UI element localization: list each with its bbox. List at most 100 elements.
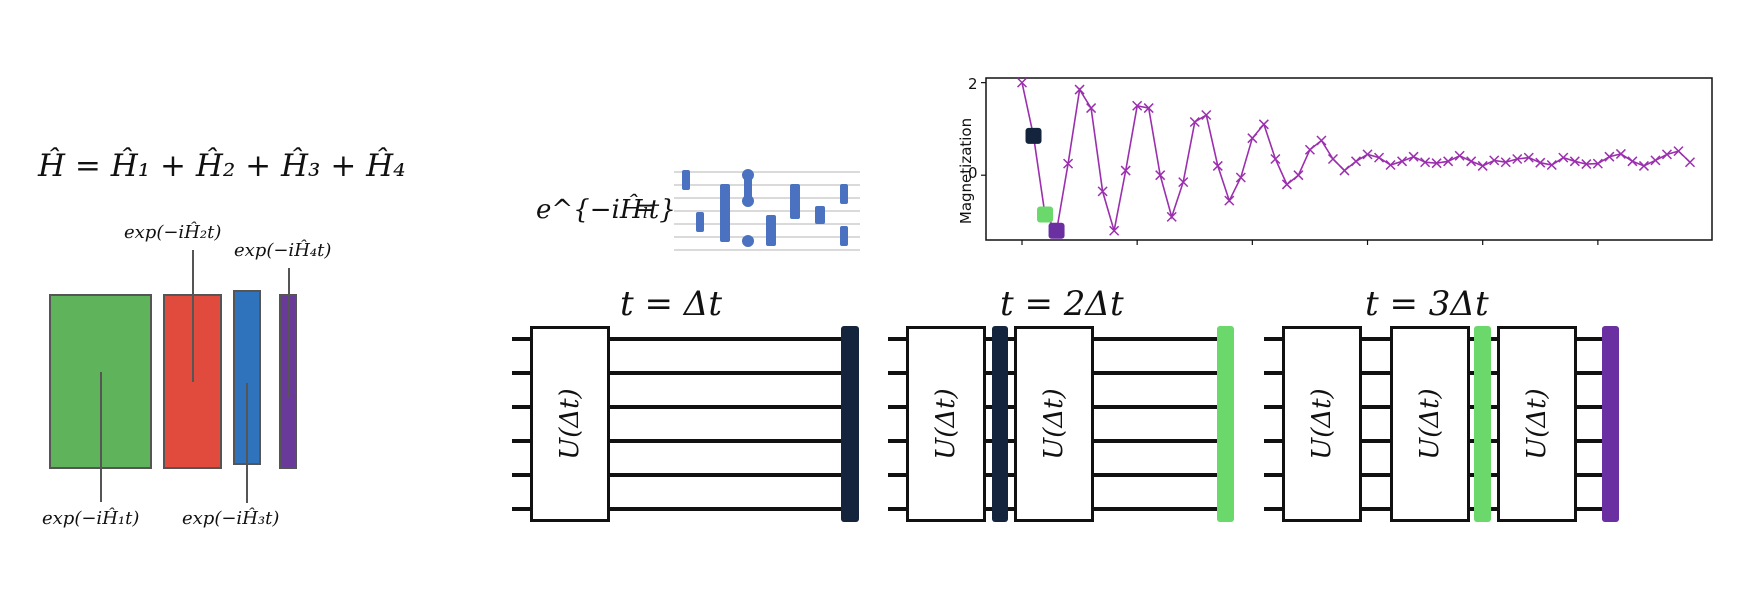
data-point	[1374, 152, 1385, 163]
unitary-gate-label: U(Δt)	[1415, 388, 1445, 460]
data-point	[1350, 156, 1362, 167]
data-point	[1224, 195, 1235, 206]
time-marker	[1048, 222, 1065, 239]
data-point	[1661, 149, 1672, 160]
wire	[512, 507, 848, 511]
gate-2	[696, 212, 704, 232]
data-point	[1581, 159, 1592, 170]
data-point	[1293, 170, 1304, 181]
data-point	[1512, 153, 1523, 165]
wire	[512, 439, 848, 443]
h1-leader-line	[100, 372, 102, 502]
data-point	[1339, 165, 1350, 176]
unitary-gate: U(Δt)	[1390, 326, 1470, 522]
data-point	[1327, 153, 1338, 165]
gate-1	[682, 170, 690, 190]
unitary-gate-label: U(Δt)	[555, 388, 585, 460]
magnetization-series-line	[1021, 82, 1691, 233]
measurement-bar-previous	[992, 326, 1008, 522]
data-point	[1535, 157, 1546, 168]
gate-8	[766, 215, 776, 246]
unitary-gate: U(Δt)	[906, 326, 986, 522]
gate-9	[790, 184, 800, 219]
gate-10	[815, 206, 825, 224]
wire	[512, 337, 848, 341]
gate-6	[742, 235, 754, 247]
data-point	[1500, 157, 1511, 168]
measurement-bar-1	[841, 326, 859, 522]
data-point	[1650, 155, 1661, 166]
equals-sign: =	[636, 196, 655, 221]
gate-11	[840, 184, 848, 204]
h4-exp-label: exp(−iĤ₄t)	[234, 240, 332, 261]
data-point	[1420, 157, 1431, 168]
measurement-bar-previous	[1474, 326, 1491, 522]
data-point	[1189, 116, 1200, 128]
time-label-2: t = 2Δt	[1000, 284, 1124, 324]
h2-exp-label: exp(−iĤ₂t)	[124, 222, 222, 243]
data-point	[1615, 148, 1626, 159]
measurement-bar-3	[1602, 326, 1619, 522]
time-marker	[1037, 206, 1054, 223]
data-point	[1132, 100, 1143, 111]
ytick-0: 0	[968, 164, 978, 182]
data-point	[1281, 179, 1292, 190]
data-point	[1569, 156, 1580, 167]
data-point	[1477, 160, 1488, 171]
data-point	[1604, 151, 1615, 162]
unitary-gate-label: U(Δt)	[1522, 388, 1552, 460]
data-point	[1063, 158, 1074, 169]
unitary-gate-label: U(Δt)	[1307, 388, 1337, 460]
data-point	[1212, 160, 1223, 171]
h3-exp-label: exp(−iĤ₃t)	[182, 508, 280, 529]
data-point	[1304, 144, 1315, 155]
data-point	[1097, 186, 1108, 197]
data-point	[1454, 150, 1465, 161]
h1-exp-label: exp(−iĤ₁t)	[42, 508, 140, 529]
h2-leader-line	[192, 250, 194, 382]
time-marker	[1025, 127, 1042, 144]
gate-12	[840, 226, 848, 246]
unitary-gate: U(Δt)	[1282, 326, 1362, 522]
exponential-lhs: e^{−iĤₗt}	[536, 195, 676, 225]
data-point	[1016, 77, 1028, 88]
data-point	[1546, 159, 1557, 171]
data-point	[1466, 156, 1477, 167]
data-point	[1074, 84, 1085, 95]
gate-decomposition-diagram	[674, 169, 860, 251]
data-point	[1235, 172, 1246, 183]
data-point	[1489, 155, 1500, 166]
gate-7	[744, 176, 752, 200]
data-point	[1178, 177, 1189, 188]
data-point	[1627, 156, 1638, 167]
data-point	[1523, 152, 1534, 163]
unitary-gate: U(Δt)	[1014, 326, 1094, 522]
unitary-gate: U(Δt)	[1497, 326, 1577, 522]
wire	[512, 405, 848, 409]
data-point	[1201, 109, 1212, 121]
h3-leader-line	[246, 383, 248, 503]
data-point	[1397, 156, 1408, 167]
unitary-gate: U(Δt)	[530, 326, 610, 522]
wire	[512, 371, 848, 375]
data-point	[1120, 165, 1131, 176]
data-point	[1558, 152, 1569, 163]
wire	[512, 473, 848, 477]
gate-3	[720, 184, 730, 242]
unitary-gate-label: U(Δt)	[1039, 388, 1069, 460]
data-point	[1408, 151, 1419, 162]
data-point	[1431, 158, 1442, 169]
data-point	[1270, 153, 1281, 165]
data-point	[1684, 157, 1696, 168]
data-point	[1247, 133, 1258, 144]
data-point	[1592, 158, 1603, 169]
plot-frame	[985, 77, 1713, 241]
hamiltonian-sum-equation: Ĥ = Ĥ₁ + Ĥ₂ + Ĥ₃ + Ĥ₄	[38, 148, 406, 184]
data-point	[1155, 170, 1166, 181]
data-point	[1385, 159, 1396, 171]
data-point	[1166, 211, 1177, 222]
time-label-1: t = Δt	[620, 284, 722, 324]
magnetization-chart	[981, 77, 1713, 245]
time-label-3: t = 3Δt	[1365, 284, 1489, 324]
data-point	[1086, 103, 1097, 114]
